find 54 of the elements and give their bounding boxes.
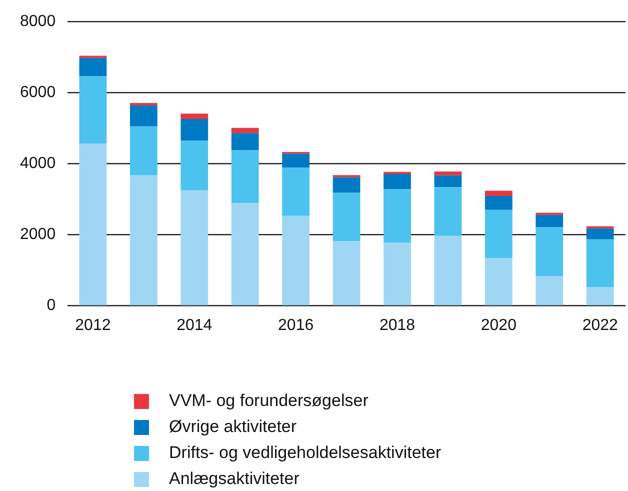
bar: [231, 133, 259, 150]
bar: [484, 258, 512, 306]
bar: [332, 241, 360, 306]
bar: [484, 210, 512, 258]
bar: [130, 175, 158, 306]
bar: [231, 150, 259, 204]
bar: [332, 192, 360, 242]
y-tick-label: 2000: [20, 226, 56, 244]
bar: [180, 118, 208, 141]
legend-label: Drifts- og vedligeholdelsesaktiviteter: [169, 443, 442, 463]
bar: [180, 190, 208, 306]
x-tick-label: 2020: [480, 316, 517, 334]
x-tick-label: 2012: [75, 316, 111, 334]
bar: [79, 58, 107, 76]
bar: [384, 189, 411, 243]
y-tick-label: 0: [46, 297, 56, 314]
x-tick-label: 2016: [278, 316, 314, 334]
bar: [282, 216, 310, 306]
bar: [434, 175, 462, 188]
bar: [434, 187, 462, 236]
bar: [332, 177, 360, 192]
y-tick-label: 6000: [20, 84, 56, 102]
x-tick-label: 2018: [379, 316, 416, 334]
x-tick-label: 2014: [176, 316, 212, 334]
bar: [586, 239, 614, 287]
x-tick-label: 2022: [582, 316, 618, 334]
bar: [586, 228, 614, 240]
y-tick-label: 8000: [20, 13, 56, 30]
legend-label: Anlægsaktiviteter: [169, 469, 300, 489]
bar: [282, 154, 310, 168]
bar: [79, 143, 107, 306]
bar: [130, 126, 158, 176]
bar: [79, 76, 107, 144]
legend-label: VVM- og forundersøgelser: [169, 391, 368, 411]
y-tick-label: 4000: [20, 155, 56, 172]
bar: [434, 236, 462, 306]
bar: [536, 276, 564, 306]
bar: [384, 172, 411, 174]
bar: [484, 196, 512, 210]
bar: [536, 227, 564, 276]
bar: [180, 114, 208, 119]
bar: [130, 102, 158, 106]
bar: [231, 203, 259, 306]
legend-label: Øvrige aktiviteter: [169, 417, 297, 437]
bar: [484, 190, 512, 196]
bar: [384, 174, 411, 190]
bar: [536, 214, 564, 228]
bar: [130, 105, 158, 126]
bar: [434, 172, 462, 176]
bar: [384, 242, 411, 306]
bar: [180, 140, 208, 190]
bar: [586, 286, 614, 306]
bar: [282, 168, 310, 216]
bar: [231, 128, 259, 134]
